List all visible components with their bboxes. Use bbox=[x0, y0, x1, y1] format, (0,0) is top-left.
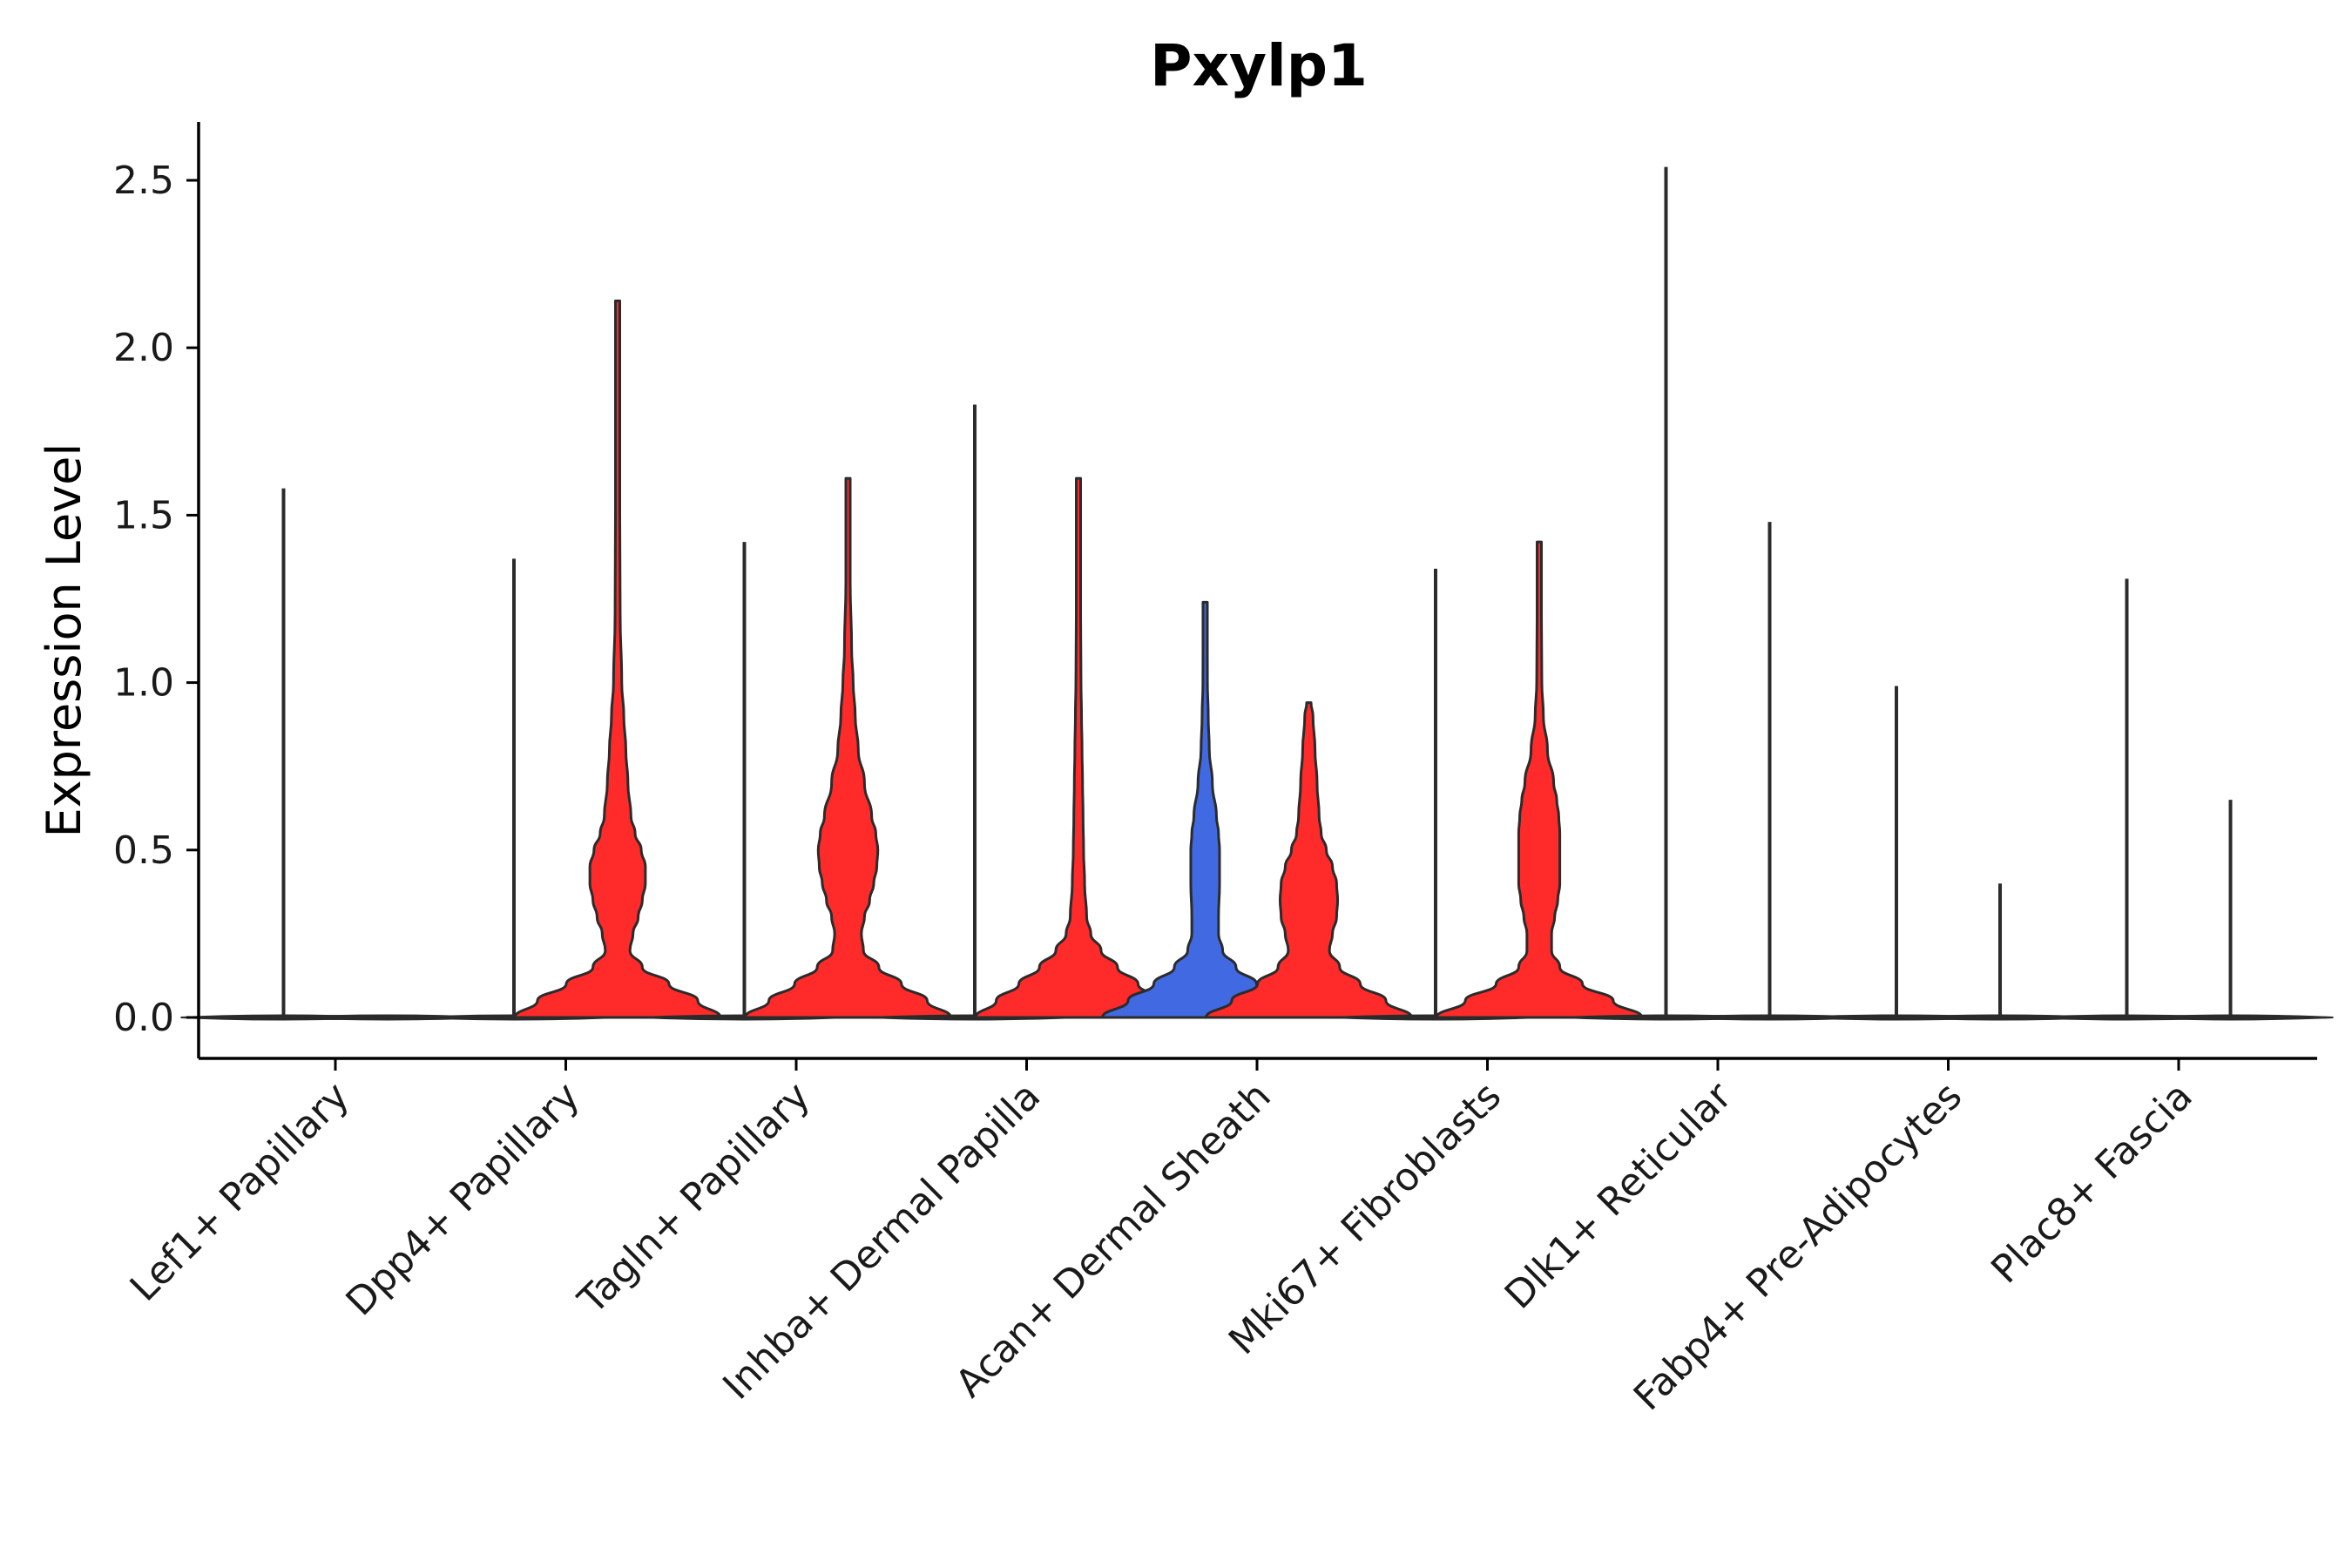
x-tick-label: Lef1+ Papillary bbox=[122, 1074, 358, 1310]
violin-other bbox=[744, 476, 953, 1019]
y-tick-label: 1.5 bbox=[113, 493, 174, 537]
x-tick-label: Tagln+ Papillary bbox=[570, 1074, 819, 1323]
violin-other bbox=[1435, 540, 1644, 1019]
y-tick-label: 2.5 bbox=[113, 159, 174, 203]
y-tick-label: 0.5 bbox=[113, 828, 174, 873]
x-tick-label: Plac8+ Fascia bbox=[1983, 1074, 2201, 1293]
y-tick-label: 1.0 bbox=[113, 661, 174, 706]
violin-series bbox=[180, 166, 2334, 1021]
violin-other bbox=[513, 299, 722, 1019]
violin-other bbox=[1205, 701, 1414, 1019]
chart-title: Pxylp1 bbox=[1150, 32, 1368, 99]
y-tick-label: 0.0 bbox=[113, 996, 174, 1040]
x-tick-label: Dpp4+ Papillary bbox=[338, 1074, 589, 1325]
violin-other bbox=[974, 476, 1183, 1019]
y-tick-label: 2.0 bbox=[113, 326, 174, 370]
x-tick-label: Dlk1+ Reticular bbox=[1497, 1073, 1741, 1318]
y-axis-label: Expression Level bbox=[37, 443, 91, 838]
violin-highlight bbox=[1100, 600, 1309, 1019]
